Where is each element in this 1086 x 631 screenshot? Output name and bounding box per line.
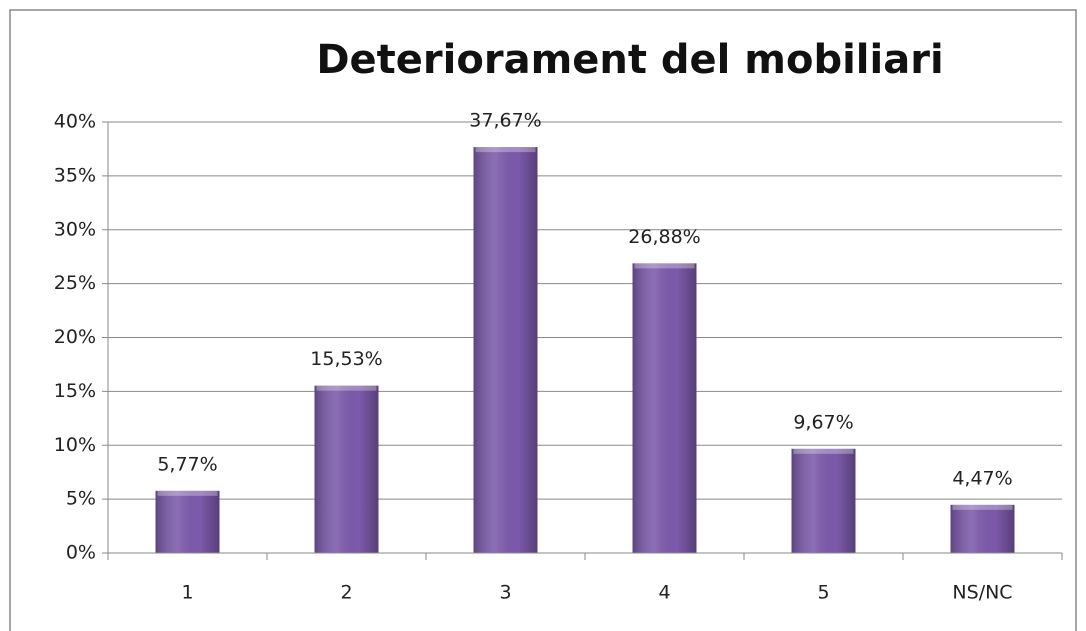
y-tick-label: 40% [54,111,96,133]
bar [950,504,1015,553]
y-tick-label: 35% [54,164,96,186]
chart-title: Deteriorament del mobiliari [316,37,943,83]
x-tick-label: NS/NC [952,582,1012,604]
bar-cap [475,147,536,153]
y-tick-label: 5% [66,488,96,510]
y-tick-label: 25% [54,272,96,294]
value-label: 4,47% [952,467,1012,489]
value-label: 37,67% [469,110,541,132]
y-tick-label: 20% [54,326,96,348]
bar [632,263,697,553]
bar-cap [634,263,695,269]
y-tick-label: 0% [66,542,96,564]
value-label: 26,88% [628,226,700,248]
value-label: 5,77% [157,453,217,475]
bar-cap [952,504,1013,510]
x-tick-label: 5 [817,582,829,604]
bar [473,147,538,553]
bar [155,490,220,553]
y-tick-label: 15% [54,380,96,402]
bar [314,385,379,553]
x-tick-label: 3 [499,582,511,604]
value-label: 15,53% [310,348,382,370]
bar [791,448,856,553]
x-tick-label: 4 [658,582,670,604]
y-tick-label: 30% [54,218,96,240]
value-label: 9,67% [793,411,853,433]
x-tick-label: 2 [340,582,352,604]
y-tick-label: 10% [54,434,96,456]
x-tick-label: 1 [181,582,193,604]
bar-cap [157,490,218,496]
bar-cap [316,385,377,391]
bar-cap [793,448,854,454]
